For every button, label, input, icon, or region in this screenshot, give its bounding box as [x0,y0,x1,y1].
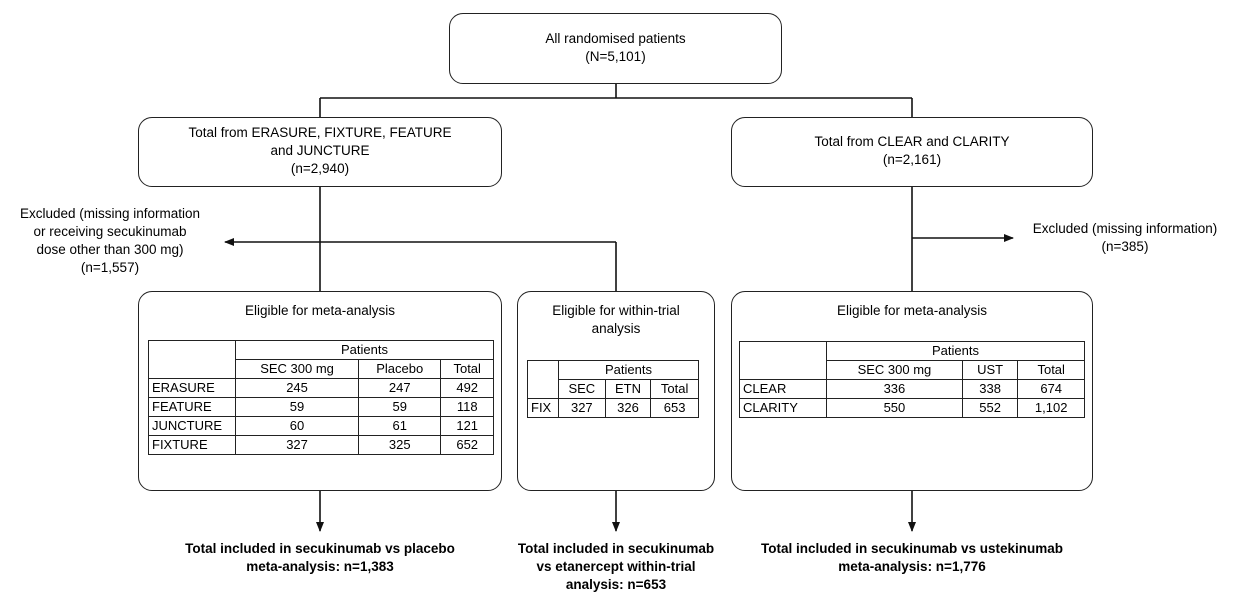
table-col-header: Placebo [358,359,442,379]
cell: 326 [604,398,652,418]
within-trial-title: Eligible for within-trial analysis [517,302,715,338]
excluded-right-line1: Excluded (missing information) [1032,221,1218,236]
cell: 61 [358,416,442,436]
right-source-box [731,117,1093,187]
row-label: FEATURE [148,397,236,417]
outcome-right-line2: meta-analysis: n=1,776 [838,559,986,574]
table-row: FIXTURE 327 325 652 [148,435,494,455]
table-col-header: ETN [604,379,652,399]
table-row: ERASURE 245 247 492 [148,378,494,398]
row-label: ERASURE [148,378,236,398]
table-row: JUNCTURE 60 61 121 [148,416,494,436]
all-randomised-label: All randomised patients [545,31,686,46]
cell: 118 [440,397,494,417]
cell: 325 [358,435,442,455]
outcome-left-line1: Total included in secukinumab vs placebo [185,541,455,556]
table-group-header: Patients [826,341,1085,361]
within-trial-table: Patients SEC ETN Total FIX 327 326 653 [527,360,699,418]
row-label: CLARITY [739,398,827,418]
excluded-left-count: (n=1,557) [80,260,140,275]
table-corner [148,340,236,379]
left-source-line2: and JUNCTURE [270,143,370,158]
cell: 336 [826,379,963,399]
table-col-header: Total [1017,360,1085,380]
table-group-header: Patients [235,340,494,360]
row-label: CLEAR [739,379,827,399]
cell: 552 [961,398,1019,418]
cell: 492 [440,378,494,398]
outcome-right-text: Total included in secukinumab vs ustekin… [738,540,1086,576]
cell: 550 [826,398,963,418]
cell: 652 [440,435,494,455]
table-col-header: SEC [558,379,606,399]
meta-left-title: Eligible for meta-analysis [244,303,396,318]
cell: 653 [650,398,699,418]
right-source-count: (n=2,161) [882,152,942,167]
excluded-right-text: Excluded (missing information) (n=385) [1020,220,1230,256]
cell: 59 [234,397,360,417]
cell: 1,102 [1017,398,1085,418]
excluded-left-line3: dose other than 300 mg) [36,242,184,257]
row-label: FIXTURE [148,435,236,455]
table-row: FEATURE 59 59 118 [148,397,494,417]
excluded-left-text: Excluded (missing information or receivi… [4,205,216,277]
excluded-left-line2: or receiving secukinumab [33,224,187,239]
table-col-header: SEC 300 mg [234,359,360,379]
left-source-line1: Total from ERASURE, FIXTURE, FEATURE [188,125,452,140]
cell: 338 [961,379,1019,399]
within-trial-title-line2: analysis [591,321,641,336]
table-group-header: Patients [558,360,699,380]
table-col-header: Total [650,379,699,399]
table-corner [739,341,827,380]
table-col-header: UST [961,360,1019,380]
left-source-text: Total from ERASURE, FIXTURE, FEATURE and… [138,124,502,178]
table-row: FIX 327 326 653 [527,398,699,418]
left-source-count: (n=2,940) [290,161,350,176]
all-randomised-box [449,13,782,84]
meta-right-title: Eligible for meta-analysis [836,303,988,318]
outcome-middle-line1: Total included in secukinumab [517,541,715,556]
left-source-box [138,117,502,187]
within-trial-title-line1: Eligible for within-trial [552,303,680,318]
table-row: CLARITY 550 552 1,102 [739,398,1085,418]
right-source-text: Total from CLEAR and CLARITY (n=2,161) [731,133,1093,169]
row-label: FIX [527,398,559,418]
cell: 327 [558,398,606,418]
outcome-middle-line3: analysis: n=653 [565,577,667,592]
outcome-middle-line2: vs etanercept within-trial [536,559,696,574]
table-col-header: SEC 300 mg [826,360,963,380]
cell: 327 [234,435,360,455]
cell: 59 [358,397,442,417]
all-randomised-count: (N=5,101) [585,49,646,64]
outcome-right-line1: Total included in secukinumab vs ustekin… [760,541,1064,556]
table-corner [527,360,559,399]
cell: 245 [234,378,360,398]
meta-left-table: Patients SEC 300 mg Placebo Total ERASUR… [148,340,494,455]
excluded-left-line1: Excluded (missing information [19,206,201,221]
cell: 674 [1017,379,1085,399]
row-label: JUNCTURE [148,416,236,436]
cell: 247 [358,378,442,398]
table-col-header: Total [440,359,494,379]
meta-right-table: Patients SEC 300 mg UST Total CLEAR 336 … [739,341,1085,418]
outcome-left-line2: meta-analysis: n=1,383 [246,559,394,574]
cell: 60 [234,416,360,436]
outcome-left-text: Total included in secukinumab vs placebo… [150,540,490,576]
cell: 121 [440,416,494,436]
table-row: CLEAR 336 338 674 [739,379,1085,399]
excluded-right-count: (n=385) [1101,239,1149,254]
right-source-line1: Total from CLEAR and CLARITY [814,134,1010,149]
outcome-middle-text: Total included in secukinumab vs etanerc… [500,540,732,594]
all-randomised-text: All randomised patients (N=5,101) [449,30,782,66]
